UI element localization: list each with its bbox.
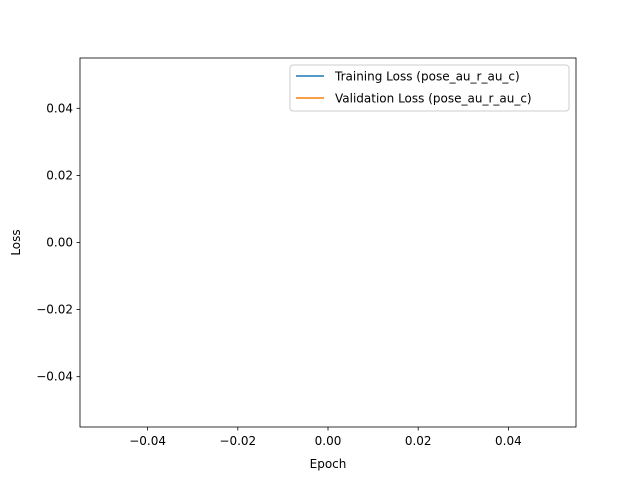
y-axis-ticks: −0.04 −0.02 0.00 0.02 0.04 — [36, 101, 80, 384]
legend: Training Loss (pose_au_r_au_c) Validation… — [289, 64, 570, 112]
plot-area — [80, 58, 576, 427]
y-tick-label: 0.04 — [46, 101, 73, 115]
legend-label: Training Loss (pose_au_r_au_c) — [334, 70, 520, 84]
y-tick-label: −0.04 — [36, 370, 73, 384]
legend-label: Validation Loss (pose_au_r_au_c) — [335, 92, 532, 106]
legend-box — [289, 64, 570, 112]
y-tick-label: 0.02 — [46, 168, 73, 182]
y-axis-label: Loss — [9, 229, 23, 255]
x-tick-label: 0.02 — [405, 434, 432, 448]
plot-frame — [79, 57, 577, 428]
legend-entries: Training Loss (pose_au_r_au_c) Validation… — [296, 70, 532, 106]
x-axis-ticks: −0.04 −0.02 0.00 0.02 0.04 — [129, 427, 522, 448]
x-axis-label: Epoch — [310, 457, 347, 471]
y-tick-label: −0.02 — [36, 303, 73, 317]
x-tick-label: −0.02 — [219, 434, 256, 448]
y-tick-label: 0.00 — [46, 236, 73, 250]
x-tick-label: 0.00 — [315, 434, 342, 448]
x-tick-label: −0.04 — [129, 434, 166, 448]
x-tick-label: 0.04 — [495, 434, 522, 448]
